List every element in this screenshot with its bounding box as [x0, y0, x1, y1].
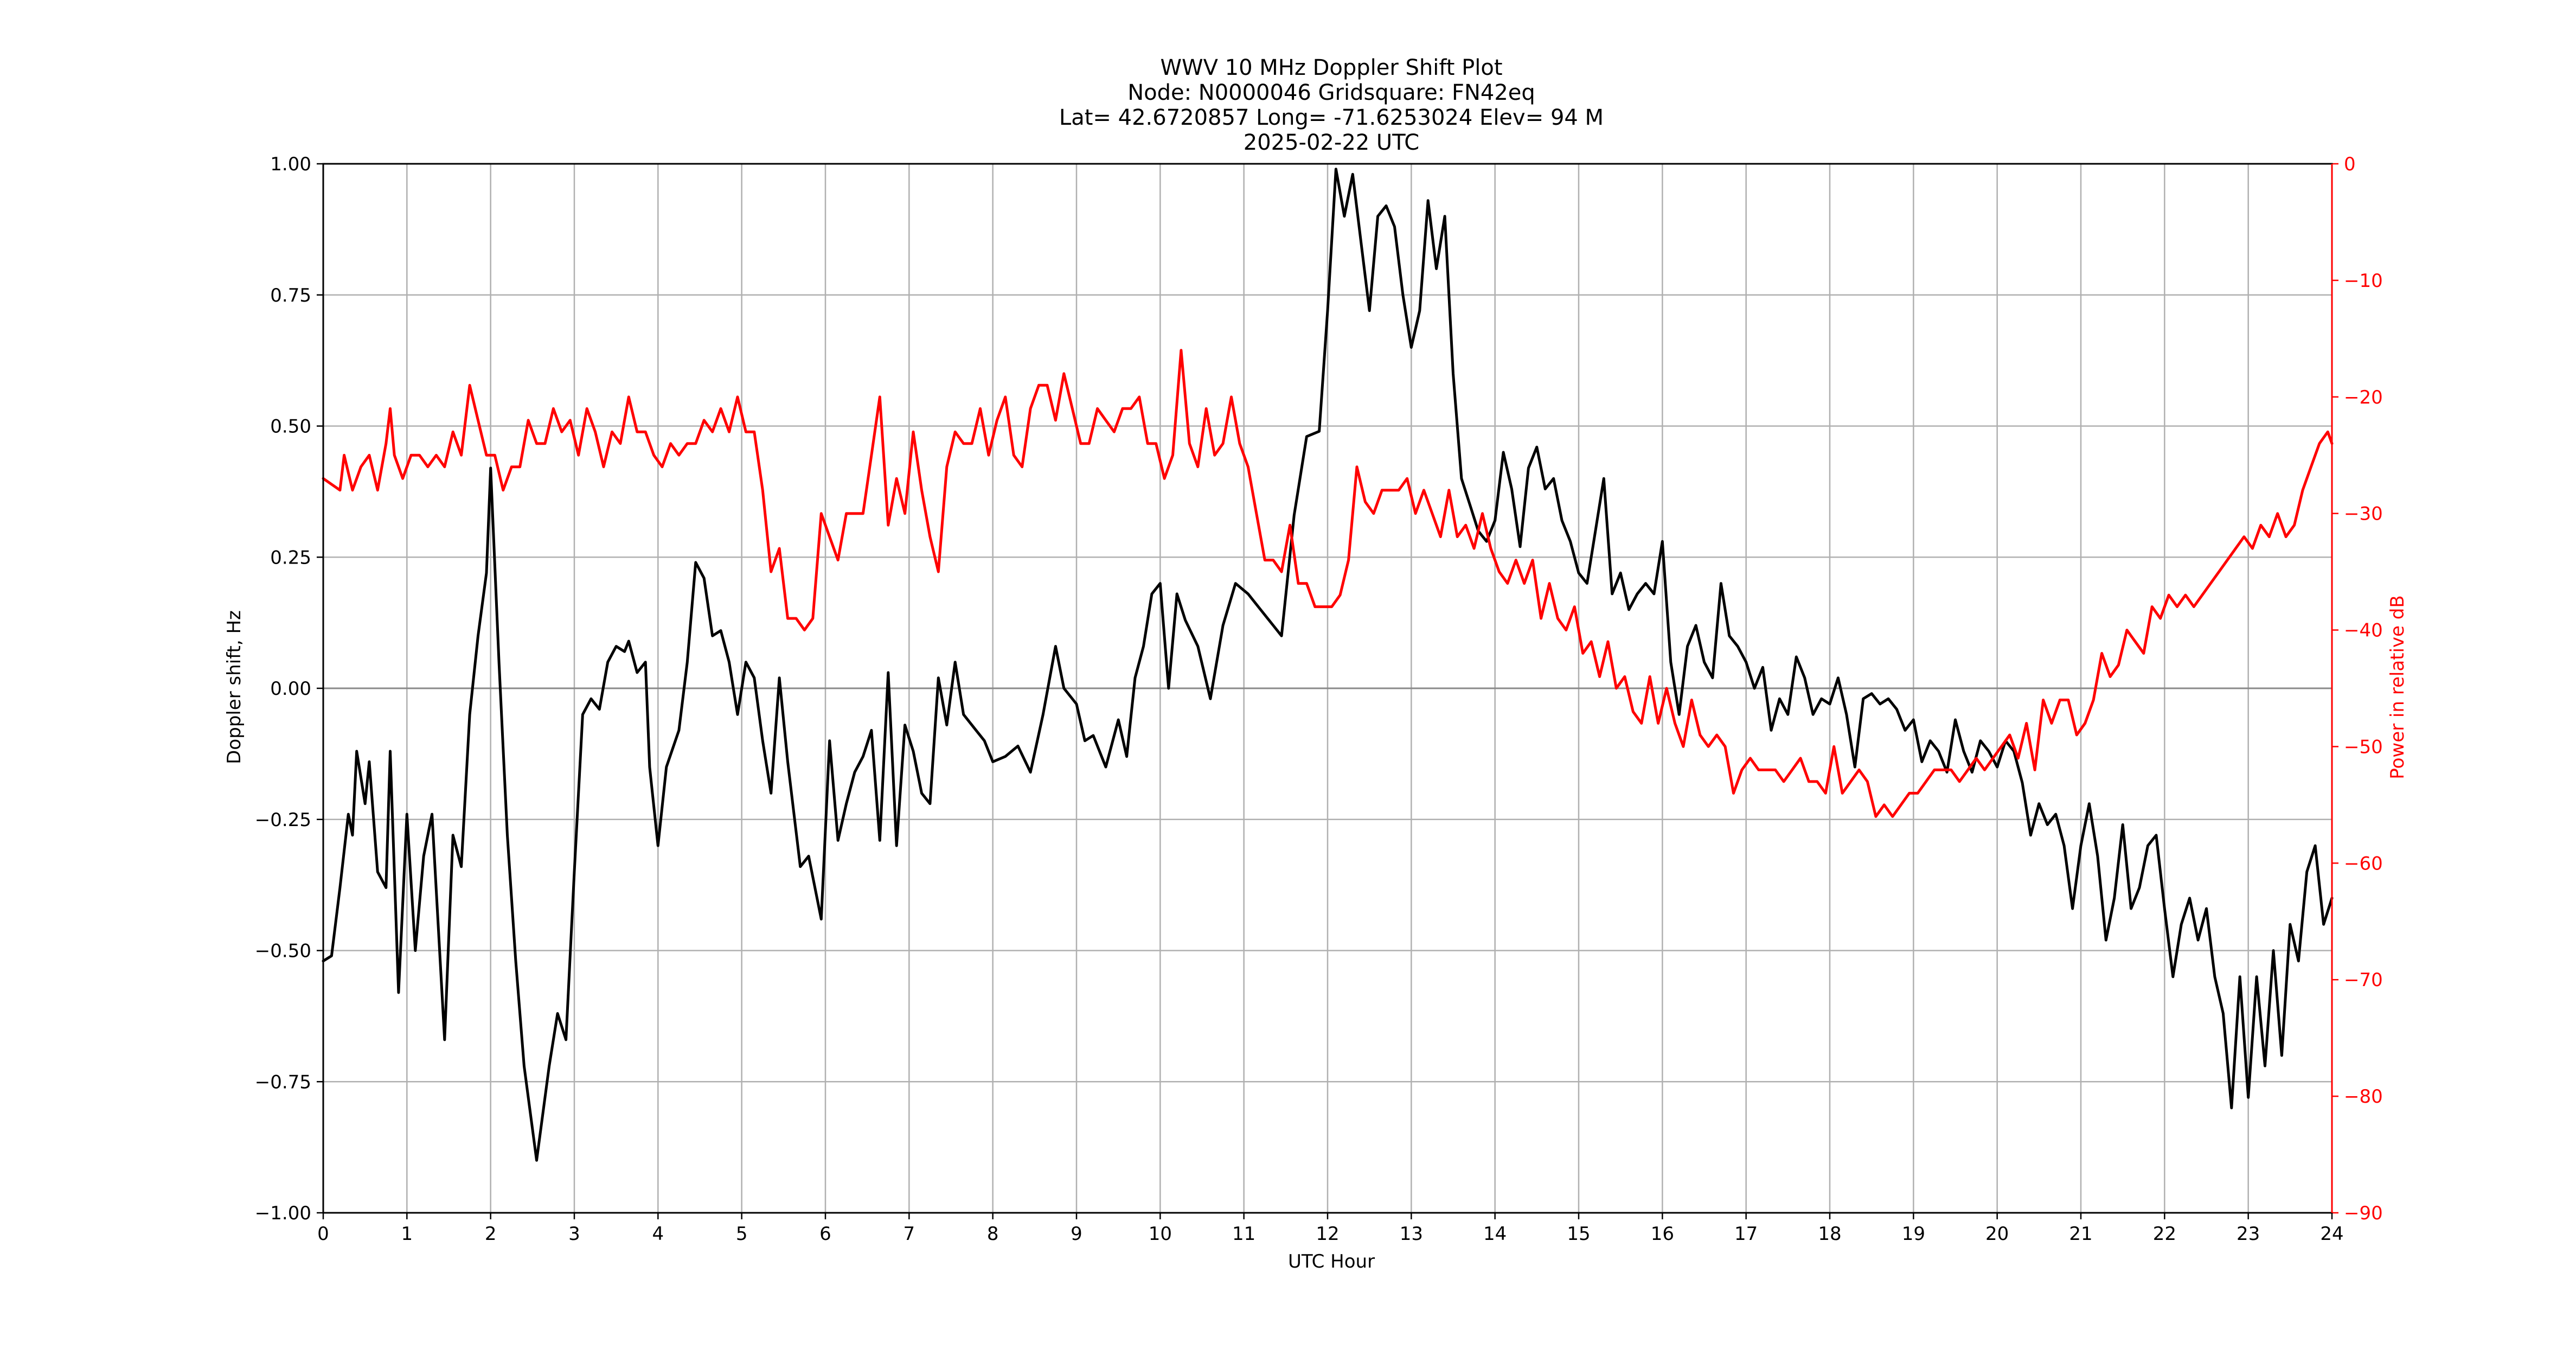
axes: 0 1 2 3 4 5 6 7 8 9 10 11 12 13 14 15 16 17 18 19 20 21 22 23 24… [255, 153, 2383, 1245]
x-tick-label: 23 [2237, 1223, 2260, 1245]
y-right-tick-label: 0 [2344, 153, 2356, 175]
x-tick-label: 13 [1400, 1223, 1423, 1245]
x-tick-label: 15 [1567, 1223, 1590, 1245]
title-line-1: WWV 10 MHz Doppler Shift Plot [1160, 55, 1502, 80]
y-left-tick-label: 1.00 [270, 153, 311, 175]
x-tick-label: 0 [317, 1223, 329, 1245]
y-left-tick-label: −1.00 [255, 1203, 311, 1224]
x-tick-label: 11 [1232, 1223, 1255, 1245]
x-tick-label: 4 [652, 1223, 664, 1245]
x-tick-label: 18 [1818, 1223, 1841, 1245]
x-tick-label: 19 [1902, 1223, 1925, 1245]
x-tick-label: 22 [2153, 1223, 2176, 1245]
x-tick-label: 24 [2320, 1223, 2343, 1245]
x-tick-label: 3 [568, 1223, 580, 1245]
x-tick-label: 1 [401, 1223, 413, 1245]
x-tick-label: 12 [1316, 1223, 1339, 1245]
title-line-4: 2025-02-22 UTC [1244, 130, 1419, 155]
x-tick-label: 16 [1651, 1223, 1674, 1245]
y-right-tick-label: −20 [2344, 387, 2383, 408]
x-tick-label: 9 [1071, 1223, 1082, 1245]
y-right-tick-label: −70 [2344, 969, 2383, 991]
x-tick-label: 5 [736, 1223, 748, 1245]
y-right-tick-label: −10 [2344, 270, 2383, 292]
x-tick-label: 7 [903, 1223, 915, 1245]
y-right-tick-label: −50 [2344, 736, 2383, 758]
y-left-tick-label: −0.50 [255, 941, 311, 962]
title-line-3: Lat= 42.6720857 Long= -71.6253024 Elev= … [1059, 105, 1604, 130]
x-tick-label: 17 [1734, 1223, 1758, 1245]
y-left-tick-label: −0.75 [255, 1071, 311, 1093]
y-left-tick-label: 0.75 [270, 285, 311, 306]
doppler-series-line [322, 168, 2334, 1162]
y-left-tick-label: 0.00 [270, 678, 311, 700]
x-axis-label: UTC Hour [1288, 1251, 1375, 1272]
y-right-tick-label: −30 [2344, 503, 2383, 525]
power-series-line [322, 349, 2334, 818]
y-right-tick-label: −40 [2344, 620, 2383, 642]
y-right-tick-label: −60 [2344, 853, 2383, 874]
x-tick-label: 10 [1149, 1223, 1172, 1245]
chart-title: WWV 10 MHz Doppler Shift Plot Node: N000… [1059, 55, 1604, 155]
x-tick-label: 6 [819, 1223, 831, 1245]
x-tick-label: 14 [1483, 1223, 1507, 1245]
y-left-tick-label: −0.25 [255, 809, 311, 831]
y-axis-right-label: Power in relative dB [2387, 595, 2408, 779]
y-axis-left-label: Doppler shift, Hz [223, 610, 245, 764]
y-right-tick-label: −90 [2344, 1203, 2383, 1224]
y-left-tick-label: 0.50 [270, 416, 311, 438]
y-left-tick-label: 0.25 [270, 547, 311, 568]
y-right-tick-label: −80 [2344, 1086, 2383, 1108]
title-line-2: Node: N0000046 Gridsquare: FN42eq [1127, 80, 1535, 105]
x-tick-label: 2 [485, 1223, 497, 1245]
series [322, 168, 2334, 1162]
x-tick-label: 21 [2069, 1223, 2092, 1245]
x-tick-label: 20 [1985, 1223, 2009, 1245]
x-tick-label: 8 [987, 1223, 999, 1245]
